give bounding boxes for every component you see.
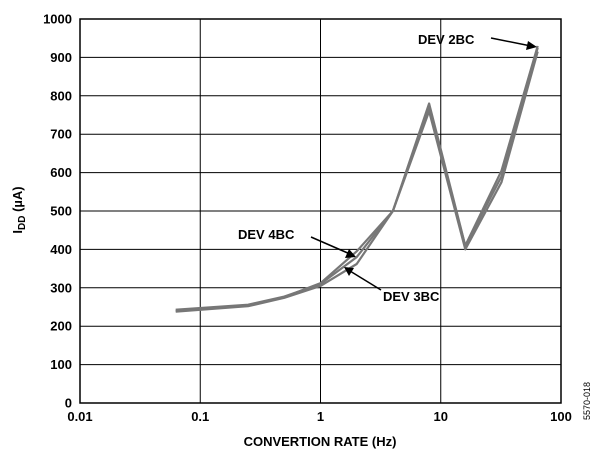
y-tick-label: 100 bbox=[50, 357, 72, 372]
y-tick-label: 800 bbox=[50, 88, 72, 103]
annotation-dev-4bc: DEV 4BC bbox=[238, 227, 295, 242]
y-tick-label: 700 bbox=[50, 127, 72, 142]
annotation-arrowhead-dev-4bc bbox=[345, 249, 356, 258]
y-tick-label: 0 bbox=[65, 396, 72, 411]
y-tick-label: 1000 bbox=[43, 12, 72, 27]
x-tick-label: 0.01 bbox=[67, 409, 92, 424]
series-line-dev-3bc bbox=[175, 51, 539, 313]
x-tick-label: 1 bbox=[317, 409, 324, 424]
y-tick-labels: 0 100 200 300 400 500 600 700 800 900 1000 bbox=[43, 12, 72, 411]
plot-frame bbox=[79, 18, 562, 404]
series-group bbox=[175, 45, 539, 313]
annotation-dev-3bc: DEV 3BC bbox=[383, 289, 440, 304]
annotation-arrow-dev-2bc bbox=[490, 37, 532, 47]
annotation-arrowhead-dev-3bc bbox=[344, 267, 354, 276]
y-tick-label: 500 bbox=[50, 204, 72, 219]
x-tick-labels: 0.01 0.1 1 10 100 bbox=[67, 409, 572, 424]
annotation-arrow-dev-4bc bbox=[310, 236, 351, 255]
x-tick-label: 10 bbox=[434, 409, 448, 424]
y-tick-label: 900 bbox=[50, 50, 72, 65]
y-tick-label: 600 bbox=[50, 165, 72, 180]
y-tick-label: 200 bbox=[50, 319, 72, 334]
x-axis-label: CONVERTION RATE (Hz) bbox=[244, 434, 397, 449]
grid bbox=[80, 19, 561, 403]
x-tick-label: 0.1 bbox=[191, 409, 209, 424]
annotation-dev-2bc: DEV 2BC bbox=[418, 32, 475, 47]
y-tick-label: 400 bbox=[50, 242, 72, 257]
x-tick-label: 100 bbox=[550, 409, 572, 424]
y-axis-label: IDD (µA) bbox=[10, 186, 28, 233]
annotation-arrowhead-dev-2bc bbox=[526, 41, 537, 50]
series-line-dev-2bc bbox=[175, 45, 539, 311]
figure-id: 5570-018 bbox=[582, 382, 592, 420]
series-line-dev-4bc bbox=[175, 47, 539, 312]
annotation-arrow-dev-3bc bbox=[349, 270, 382, 291]
y-tick-label: 300 bbox=[50, 280, 72, 295]
